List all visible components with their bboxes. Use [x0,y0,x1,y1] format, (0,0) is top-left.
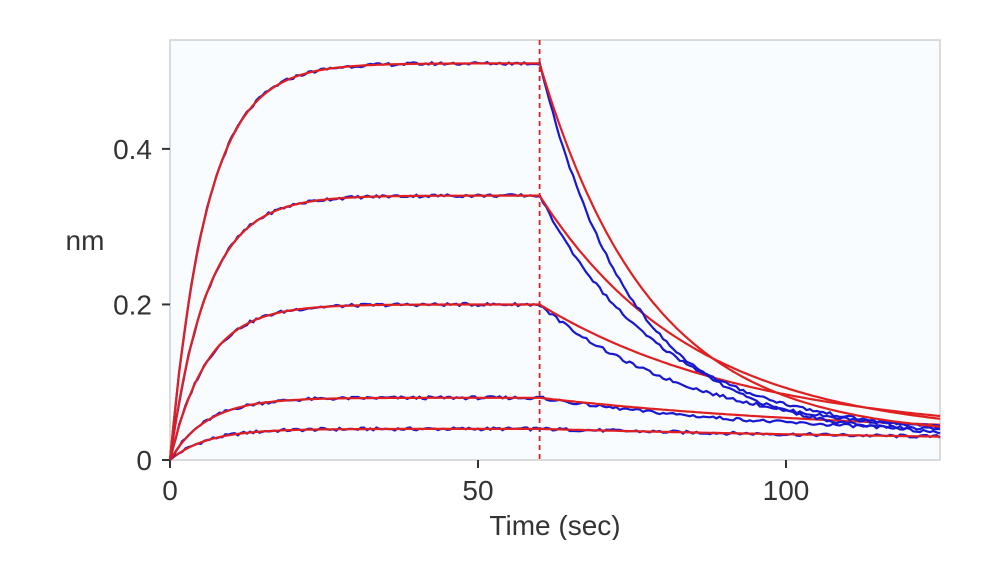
svg-text:100: 100 [763,475,810,506]
x-axis-label: Time (sec) [489,510,620,540]
y-ticks: 0 0.2 0.4 [113,134,170,476]
svg-text:0.2: 0.2 [113,289,152,320]
svg-text:0.4: 0.4 [113,134,152,165]
x-ticks: 0 50 100 [162,460,809,506]
y-axis-label: nm [66,225,105,256]
svg-text:0: 0 [162,475,178,506]
sensorgram-chart: 0 50 100 0 0.2 0.4 nm Time (sec) [40,20,960,540]
svg-text:50: 50 [462,475,493,506]
plot-background [170,40,940,460]
svg-text:0: 0 [136,445,152,476]
